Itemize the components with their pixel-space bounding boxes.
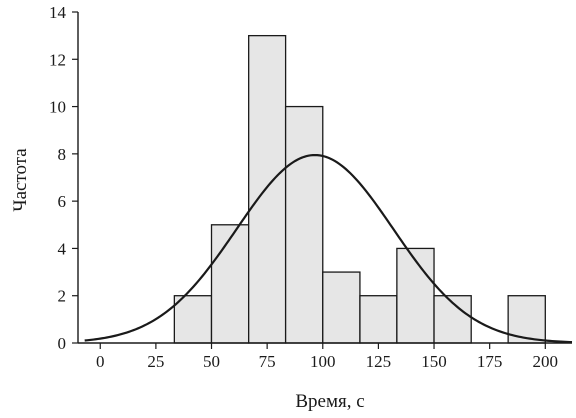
x-tick-label: 100	[310, 352, 336, 371]
x-tick-label: 200	[533, 352, 559, 371]
y-tick-label: 12	[49, 50, 66, 69]
y-tick-label: 10	[49, 98, 66, 117]
axis-ticks: 0 25 50 75 100 125 150 175 200 0 2 4 6 8 10 12 14	[49, 3, 558, 371]
x-tick-label: 0	[96, 352, 105, 371]
histogram-bar-5	[322, 271, 361, 344]
histogram-bars	[173, 34, 546, 344]
x-tick-label: 50	[203, 352, 220, 371]
x-tick-label: 150	[421, 352, 447, 371]
histogram-bar-3	[248, 34, 287, 344]
y-axis-title: Частота	[10, 148, 31, 212]
x-tick-label: 125	[366, 352, 392, 371]
x-tick-label: 75	[259, 352, 276, 371]
y-tick-label: 14	[49, 3, 67, 22]
histogram-bar-1	[173, 295, 213, 344]
normal-distribution-curve	[84, 153, 573, 344]
y-tick-label: 2	[58, 287, 67, 306]
y-tick-label: 0	[58, 334, 67, 353]
histogram-bar-7	[396, 247, 435, 344]
histogram-bar-4	[284, 105, 324, 344]
x-axis-title: Время, с	[295, 391, 364, 412]
y-tick-label: 4	[58, 239, 67, 258]
y-tick-label: 6	[58, 192, 67, 211]
histogram-bar-2	[210, 224, 250, 344]
x-tick-label: 25	[147, 352, 164, 371]
histogram-bar-6	[359, 295, 398, 344]
y-tick-label: 8	[58, 145, 67, 164]
x-tick-label: 175	[477, 352, 503, 371]
